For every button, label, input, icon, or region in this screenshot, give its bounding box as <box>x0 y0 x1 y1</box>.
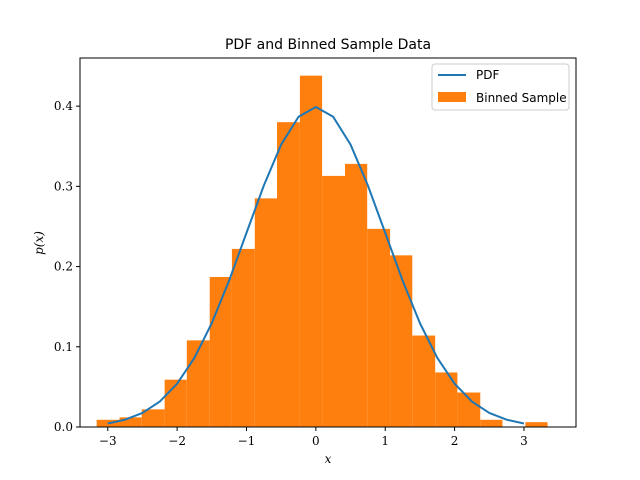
y-axis-label: p(x) <box>32 231 46 255</box>
histogram-bar <box>231 248 255 427</box>
legend: PDF Binned Sample <box>431 63 570 111</box>
histogram-bar <box>277 122 300 427</box>
legend-binned-sample-swatch <box>438 92 466 102</box>
x-tick-label: 0 <box>312 434 320 448</box>
histogram-bar <box>141 409 165 427</box>
histogram-bar <box>186 340 210 427</box>
y-tick-label: 0.0 <box>54 420 73 434</box>
histogram-bar <box>525 422 548 427</box>
x-tick-label: −2 <box>168 434 186 448</box>
x-tick-label: 3 <box>520 434 528 448</box>
histogram-bar <box>457 392 481 427</box>
histogram-bar <box>412 335 436 427</box>
y-tick-label: 0.3 <box>54 179 73 193</box>
chart-title: PDF and Binned Sample Data <box>225 37 431 53</box>
histogram-bar <box>299 75 323 427</box>
x-axis-ticks: −3 −2 −1 0 1 2 3 <box>99 427 528 448</box>
x-tick-label: −1 <box>238 434 256 448</box>
histogram-bars <box>96 75 548 427</box>
histogram-bar <box>435 372 458 427</box>
histogram-bar <box>322 175 345 427</box>
legend-box <box>431 63 570 111</box>
histogram-bar <box>390 255 413 427</box>
y-tick-label: 0.2 <box>54 260 73 274</box>
legend-binned-sample-label: Binned Sample <box>476 91 567 105</box>
histogram-bar <box>367 228 391 427</box>
x-tick-label: −3 <box>99 434 117 448</box>
x-tick-label: 1 <box>381 434 389 448</box>
y-tick-label: 0.4 <box>54 99 73 113</box>
histogram-bar <box>164 379 187 427</box>
x-axis-label: x <box>325 452 332 466</box>
histogram-bar <box>119 417 142 427</box>
plot-frame <box>79 57 577 428</box>
histogram-bar <box>344 163 368 427</box>
histogram-bar <box>254 198 278 427</box>
legend-pdf-label: PDF <box>476 68 499 82</box>
pdf-line-group <box>107 106 525 425</box>
y-tick-label: 0.1 <box>54 340 73 354</box>
histogram-bar <box>480 419 503 427</box>
y-axis-ticks: 0.0 0.1 0.2 0.3 0.4 <box>54 99 80 434</box>
x-tick-label: 2 <box>451 434 459 448</box>
pdf-line <box>107 106 525 425</box>
